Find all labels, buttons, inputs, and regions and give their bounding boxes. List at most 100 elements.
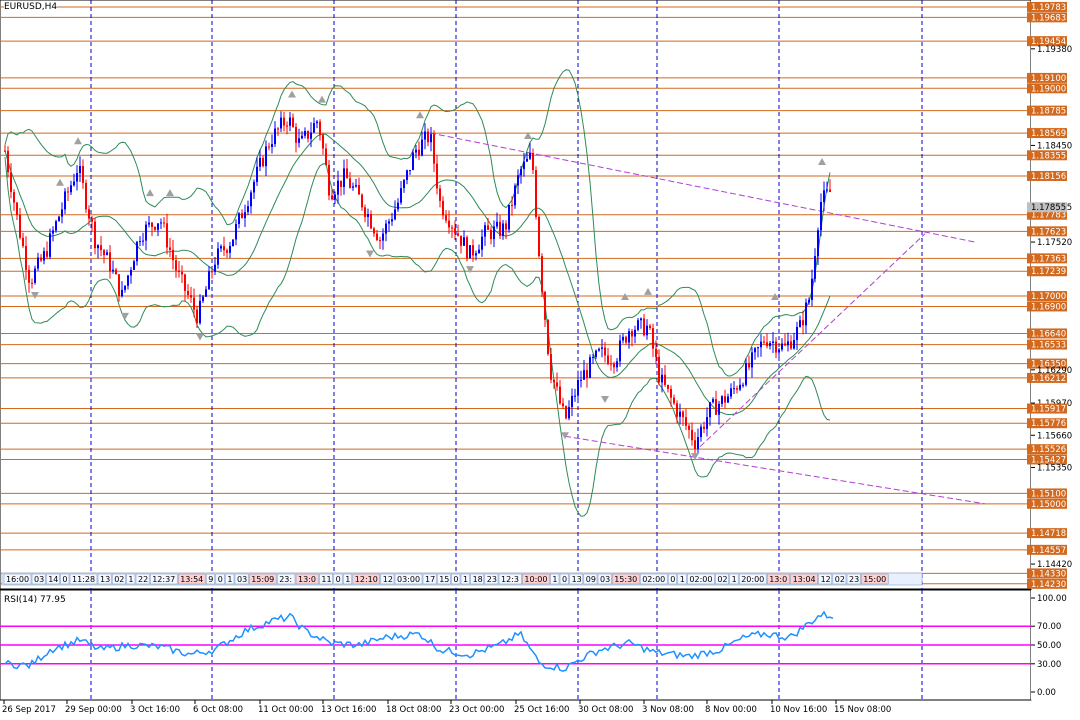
candle-body <box>403 179 405 189</box>
price-label-box <box>1027 253 1067 264</box>
candle-body <box>730 388 732 397</box>
session-cell <box>295 573 319 585</box>
session-cell <box>394 573 423 585</box>
candle-body <box>559 386 561 404</box>
candle-body <box>400 188 402 203</box>
candle-body <box>580 379 582 381</box>
candle-body <box>85 182 87 210</box>
price-label: 1.14718 <box>1031 529 1066 539</box>
middle-band <box>4 133 831 415</box>
session-label: 18 <box>473 575 483 584</box>
candle-body <box>253 181 255 193</box>
session-label: 13 <box>100 575 110 584</box>
candle-body <box>460 235 462 246</box>
candle-body <box>37 257 39 269</box>
candle-body <box>364 207 366 217</box>
time-axis-label: 29 Sep 00:00 <box>65 705 122 715</box>
time-axis-label: 26 Sep 2017 <box>2 705 56 715</box>
session-cell <box>97 573 112 585</box>
fractal-marker <box>621 293 629 301</box>
session-label: 15:30 <box>614 575 637 584</box>
price-label: 1.17783 <box>1031 211 1066 221</box>
upper-band <box>4 69 831 377</box>
candle-body <box>100 245 102 251</box>
fractal-marker <box>818 158 826 166</box>
candle-body <box>34 268 36 283</box>
candle-body <box>490 229 492 240</box>
price-label: 1.17363 <box>1031 254 1066 264</box>
fractal-marker <box>366 250 374 258</box>
candle-body <box>187 290 189 296</box>
trend-line[interactable] <box>429 132 976 243</box>
session-cell <box>460 573 470 585</box>
candle-body <box>694 440 696 449</box>
candle-body <box>769 343 771 347</box>
candle-body <box>763 341 765 343</box>
candle-body <box>826 189 828 191</box>
rsi-axis-label: 50.00 <box>1037 641 1061 651</box>
session-cell <box>126 573 136 585</box>
candle-body <box>337 180 339 195</box>
candle-body <box>181 271 183 275</box>
candle-body <box>73 181 75 186</box>
fractal-marker <box>74 137 82 145</box>
candle-body <box>178 270 180 272</box>
candle-body <box>40 257 42 261</box>
candle-body <box>193 297 195 310</box>
candle-body <box>160 222 162 224</box>
price-label: 1.15917 <box>1031 405 1066 415</box>
price-label-box <box>1027 12 1067 23</box>
candle-body <box>631 331 633 337</box>
candle-body <box>151 222 153 228</box>
candle-body <box>721 396 723 404</box>
candle-body <box>628 331 630 343</box>
candle-body <box>409 169 411 171</box>
candle-body <box>742 384 744 386</box>
session-cell <box>111 573 126 585</box>
candle-body <box>505 223 507 230</box>
candle-body <box>109 252 111 272</box>
candle-body <box>427 131 429 143</box>
session-label: 09 <box>586 575 596 584</box>
session-label: 03:00 <box>397 575 420 584</box>
candle-body <box>121 289 123 297</box>
price-label: 1.16212 <box>1031 374 1066 384</box>
candle-body <box>322 135 324 149</box>
session-cell <box>225 573 235 585</box>
candle-body <box>328 164 330 196</box>
candle-body <box>487 225 489 230</box>
candle-body <box>703 426 705 429</box>
candle-body <box>529 153 531 159</box>
candle-body <box>379 240 381 242</box>
time-axis-label: 18 Oct 08:00 <box>386 705 441 715</box>
candle-body <box>13 192 15 203</box>
price-label-box <box>1027 170 1067 181</box>
candle-body <box>196 309 198 324</box>
trend-line[interactable] <box>564 435 986 505</box>
candle-body <box>391 219 393 222</box>
session-cell <box>860 573 889 585</box>
candle-body <box>817 230 819 257</box>
candle-body <box>271 144 273 148</box>
candle-body <box>436 163 438 189</box>
candle-body <box>226 250 228 253</box>
candle-body <box>697 437 699 449</box>
candle-body <box>757 347 759 349</box>
trend-line[interactable] <box>699 233 926 448</box>
candle-body <box>808 299 810 303</box>
session-label: 23: <box>279 575 292 584</box>
candle-body <box>451 227 453 229</box>
candle-body <box>412 152 414 170</box>
candle-body <box>190 295 192 298</box>
candle-body <box>550 354 552 380</box>
candle-body <box>571 395 573 408</box>
candle-body <box>709 402 711 418</box>
session-cell <box>177 573 206 585</box>
candle-body <box>523 161 525 169</box>
candle-body <box>64 191 66 210</box>
candle-body <box>649 325 651 329</box>
candle-body <box>442 200 444 216</box>
candle-body <box>265 146 267 167</box>
